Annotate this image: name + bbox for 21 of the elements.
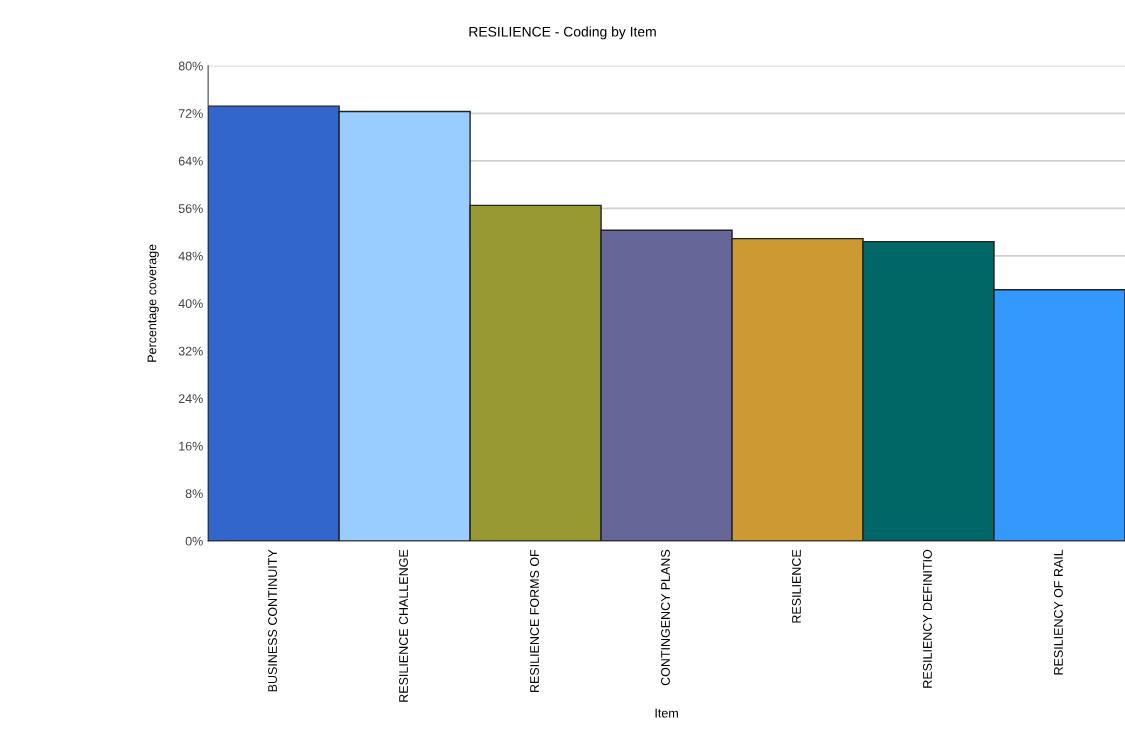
y-tick-label: 8% xyxy=(185,489,203,499)
chart-title: RESILIENCE - Coding by Item xyxy=(469,26,656,40)
y-tick-label: 16% xyxy=(179,441,203,451)
y-axis-title: Percentage coverage xyxy=(147,244,159,362)
x-tick-label: RESILIENCE xyxy=(792,549,801,623)
x-tick-label: RESILIENCY DEFINITIO xyxy=(923,549,932,688)
x-tick-label: RESILIENCE CHALLENGE xyxy=(399,549,408,702)
y-tick-label: 56% xyxy=(178,204,203,213)
x-tick-label: RESILIENCY OF RAIL xyxy=(1054,549,1063,675)
x-tick-label: CONTINGENCY PLANS xyxy=(661,549,670,686)
y-tick-label: 80% xyxy=(178,61,203,71)
y-tick-label: 64% xyxy=(178,156,203,166)
y-tick-label: 0% xyxy=(185,536,203,546)
x-tick-label: BUSINESS CONTINUITY xyxy=(268,549,277,692)
y-tick-label: 72% xyxy=(178,109,203,118)
y-tick-label: 24% xyxy=(178,394,203,403)
x-tick-label: RESILIENCE FORMS OF xyxy=(530,549,539,693)
y-tick-label: 40% xyxy=(178,299,203,309)
x-axis-title: Item xyxy=(655,708,678,718)
y-tick-label: 48% xyxy=(178,251,203,261)
y-tick-label: 32% xyxy=(178,346,203,356)
